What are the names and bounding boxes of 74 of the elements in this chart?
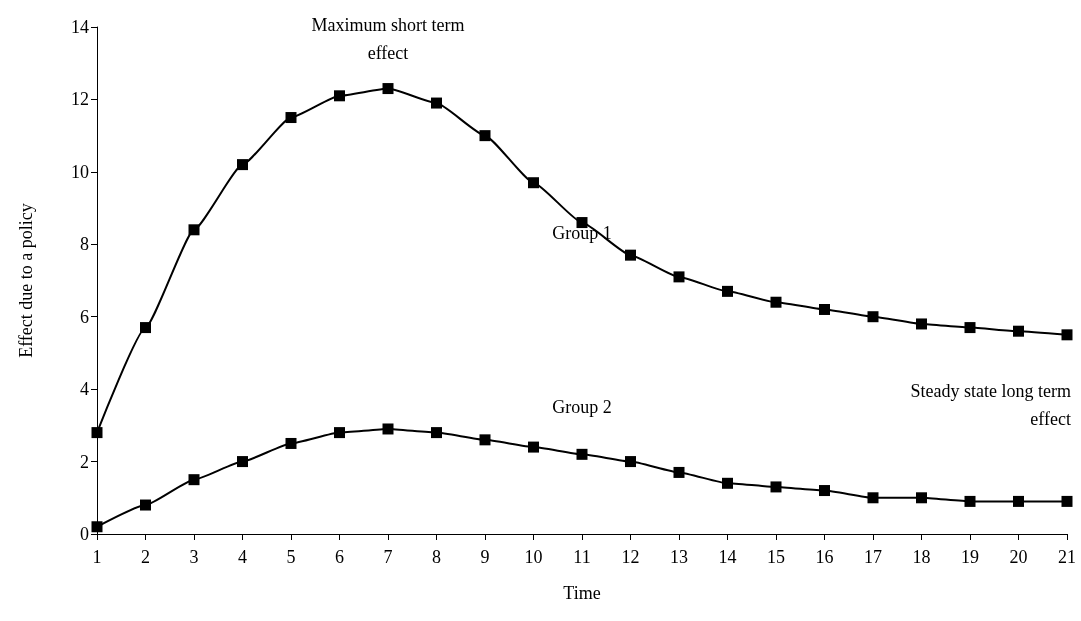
x-tick-label: 6 — [335, 547, 344, 567]
point — [722, 285, 733, 297]
point — [673, 466, 685, 478]
point — [479, 434, 491, 446]
x-tick-label: 7 — [383, 547, 393, 567]
point — [188, 474, 200, 486]
x-tick-label: 5 — [286, 547, 296, 567]
annotation: Maximum short term effect — [311, 14, 465, 63]
x-tick-label: 16 — [815, 547, 834, 567]
x-tick-label: 12 — [621, 547, 640, 567]
point — [334, 427, 345, 439]
point — [770, 296, 782, 308]
point — [964, 322, 976, 334]
x-tick-label: 13 — [670, 547, 688, 567]
point — [1013, 495, 1024, 507]
point — [625, 249, 636, 261]
point — [431, 427, 442, 439]
x-tick-label: 3 — [189, 547, 199, 567]
y-tick-label: 14 — [71, 17, 89, 37]
point — [867, 311, 879, 323]
point — [819, 485, 830, 497]
y-axis-title: Effect due to a policy — [16, 203, 36, 358]
x-tick-label: 15 — [767, 547, 785, 567]
annotation: Steady state long term effect — [910, 380, 1071, 429]
x-tick-label: 1 — [92, 547, 102, 567]
point — [916, 318, 927, 330]
x-axis-title: Time — [563, 583, 601, 603]
x-tick-label: 8 — [432, 547, 441, 567]
point — [1061, 495, 1073, 507]
point — [528, 441, 539, 453]
x-tick-label: 17 — [864, 547, 882, 567]
point — [673, 271, 685, 283]
x-tick-label: 9 — [480, 547, 490, 567]
point — [770, 481, 782, 493]
x-tick-label: 20 — [1009, 547, 1028, 567]
x-tick-label: 10 — [524, 547, 543, 567]
y-tick-label: 10 — [71, 161, 89, 182]
point — [140, 322, 151, 334]
y-tick-label: 6 — [80, 306, 89, 327]
point — [528, 177, 539, 189]
x-tick-label: 11 — [573, 547, 591, 567]
y-tick-label: 8 — [80, 234, 89, 255]
point — [576, 448, 588, 460]
point — [431, 97, 442, 109]
x-tick-label: 4 — [238, 547, 247, 567]
x-tick-label: 18 — [912, 547, 931, 567]
x-tick-label: 21 — [1058, 547, 1076, 567]
point — [188, 224, 200, 236]
point — [237, 456, 248, 468]
point — [722, 477, 733, 489]
point — [819, 303, 830, 315]
x-tick-label: 14 — [718, 547, 737, 567]
point — [382, 423, 394, 435]
x-tick-label: 19 — [961, 547, 979, 567]
point — [334, 90, 345, 102]
x-tick-label: 2 — [141, 547, 150, 567]
point — [91, 427, 103, 439]
point — [964, 495, 976, 507]
y-tick-label: 4 — [80, 379, 89, 400]
point — [382, 83, 394, 95]
point — [867, 492, 879, 504]
point — [285, 437, 297, 449]
point — [237, 159, 248, 171]
point — [1013, 325, 1024, 337]
point — [625, 456, 636, 468]
y-tick-label: 2 — [80, 451, 89, 472]
y-tick-label: 0 — [80, 524, 89, 544]
point — [479, 130, 491, 142]
point — [140, 499, 151, 511]
point — [285, 112, 297, 124]
y-tick-label: 12 — [71, 89, 89, 110]
point — [916, 492, 927, 504]
series-label: Group 2 — [552, 397, 612, 418]
point — [1061, 329, 1073, 341]
